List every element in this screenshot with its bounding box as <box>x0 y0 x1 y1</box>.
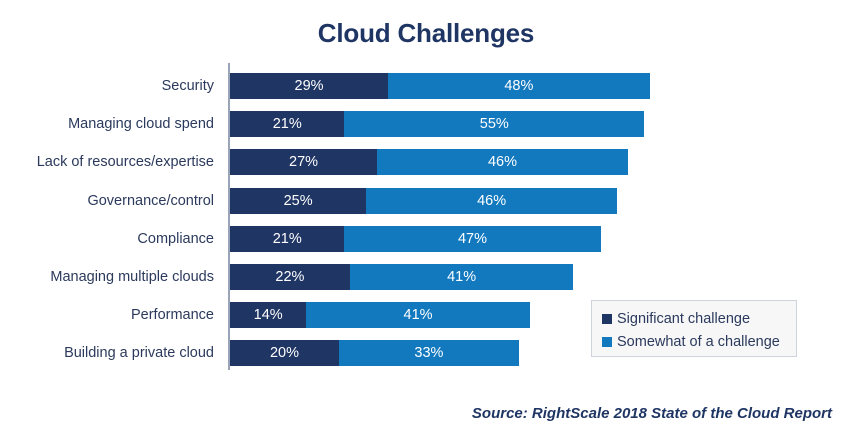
bar-value-label: 47% <box>457 230 488 247</box>
category-label: Security <box>161 78 214 94</box>
bar-value-label: 41% <box>403 307 433 324</box>
stacked-bar: 14% 41% <box>230 302 530 329</box>
bar-segment-significant: 29% <box>230 73 389 99</box>
bar-value-label: 48% <box>504 78 534 94</box>
source-attribution: Source: RightScale 2018 State of the Clo… <box>471 405 832 422</box>
bar-value-label: 41% <box>447 269 477 285</box>
category-label: Managing multiple clouds <box>50 269 214 285</box>
legend-swatch-icon <box>602 313 612 324</box>
bar-segment-somewhat: 47% <box>344 225 601 252</box>
bar-value-label: 22% <box>275 269 305 285</box>
bar-segment-significant: 20% <box>230 340 339 367</box>
stacked-bar: 25% 46% <box>230 187 617 214</box>
bar-segment-somewhat: 41% <box>349 264 574 290</box>
bar-value-label: 46% <box>477 192 507 209</box>
bar-value-label: 27% <box>289 154 319 171</box>
bar-value-label: 25% <box>283 192 313 209</box>
legend-swatch-icon <box>602 336 612 347</box>
category-label: Managing cloud spend <box>68 116 214 133</box>
chart-legend: Significant challenge Somewhat of a chall… <box>591 300 797 357</box>
bar-segment-significant: 14% <box>230 302 307 329</box>
plot-area: Security 29% 48% Managing cloud spend 21% 55%… <box>37 63 658 370</box>
bar-value-label: 20% <box>269 345 300 362</box>
bar-segment-somewhat: 48% <box>388 73 650 99</box>
stacked-bar: 29% 48% <box>230 73 650 99</box>
bar-value-label: 55% <box>479 116 509 133</box>
bar-value-label: 29% <box>294 78 324 94</box>
stacked-bar: 20% 33% <box>230 340 519 367</box>
bar-value-label: 21% <box>272 116 302 133</box>
bar-segment-somewhat: 41% <box>306 302 530 329</box>
bar-segment-significant: 21% <box>230 111 345 138</box>
bar-value-label: 46% <box>487 154 517 171</box>
category-label: Lack of resources/expertise <box>36 154 214 171</box>
stacked-bar: 21% 55% <box>230 111 645 138</box>
stacked-bar: 22% 41% <box>230 264 574 290</box>
bar-value-label: 21% <box>272 230 302 247</box>
legend-item[interactable]: Significant challenge <box>602 308 796 329</box>
bar-value-label: 33% <box>414 345 444 362</box>
bar-segment-somewhat: 33% <box>339 340 519 367</box>
bar-segment-somewhat: 46% <box>366 187 617 214</box>
bar-segment-somewhat: 55% <box>344 111 645 138</box>
bar-value-label: 14% <box>253 307 283 324</box>
legend-label: Significant challenge <box>617 310 751 327</box>
bar-segment-significant: 25% <box>230 187 367 214</box>
legend-item[interactable]: Somewhat of a challenge <box>602 331 796 352</box>
stacked-bar: 27% 46% <box>230 149 628 176</box>
page-title: Cloud Challenges <box>317 18 535 48</box>
category-label: Building a private cloud <box>64 345 214 362</box>
category-label: Performance <box>130 307 214 324</box>
category-label: Governance/control <box>87 192 214 209</box>
bar-segment-somewhat: 46% <box>377 149 628 176</box>
stacked-bar: 21% 47% <box>230 225 601 252</box>
category-label: Compliance <box>137 230 214 247</box>
category-axis-line <box>228 63 230 370</box>
bar-segment-significant: 21% <box>230 225 345 252</box>
legend-label: Somewhat of a challenge <box>617 333 780 350</box>
bar-segment-significant: 22% <box>230 264 350 290</box>
bar-segment-significant: 27% <box>230 149 378 176</box>
